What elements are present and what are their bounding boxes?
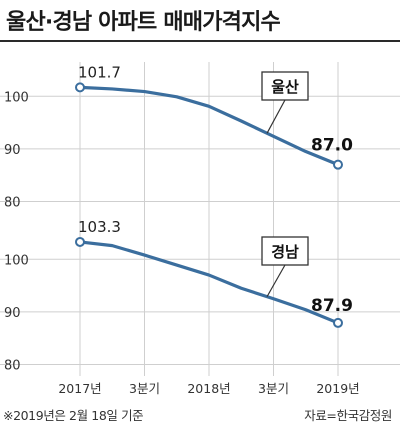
footnote: ※2019년은 2월 18일 기준 xyxy=(3,408,144,423)
series-name-label: 울산 xyxy=(271,78,299,96)
start-value-label: 103.3 xyxy=(78,218,121,236)
y-tick-label: 80 xyxy=(4,358,21,373)
end-point-marker xyxy=(333,317,343,328)
y-tick-label: 80 xyxy=(4,195,21,210)
y-tick-label: 90 xyxy=(4,306,21,321)
series-label-leader xyxy=(266,99,286,134)
x-tick-label: 3분기 xyxy=(258,381,289,396)
line-charts: 100 90 80 101.7 87.0 울산 100 90 80 103.3 87.9 경남 2017… xyxy=(0,62,400,396)
x-tick-label: 2018년 xyxy=(187,381,230,396)
end-value-label: 87.0 xyxy=(311,136,353,156)
source-note: 자료=한국감정원 xyxy=(304,408,392,423)
series-label-leader xyxy=(266,264,286,297)
series-line-gyeongnam xyxy=(78,240,340,325)
end-value-label: 87.9 xyxy=(311,296,353,316)
end-point-marker xyxy=(333,159,343,170)
x-tick-label: 3분기 xyxy=(129,381,160,396)
start-value-label: 101.7 xyxy=(78,63,121,81)
y-tick-label: 90 xyxy=(4,143,21,158)
y-tick-label: 100 xyxy=(4,90,29,105)
y-tick-label: 100 xyxy=(4,253,29,268)
series-line-ulsan xyxy=(78,85,340,167)
start-point-marker xyxy=(75,82,85,93)
chart-title: 울산·경남 아파트 매매가격지수 xyxy=(6,10,281,35)
start-point-marker xyxy=(75,236,85,247)
series-name-label: 경남 xyxy=(271,243,299,261)
title-divider xyxy=(0,40,400,42)
x-tick-label: 2019년 xyxy=(316,381,359,396)
x-tick-label: 2017년 xyxy=(58,381,101,396)
